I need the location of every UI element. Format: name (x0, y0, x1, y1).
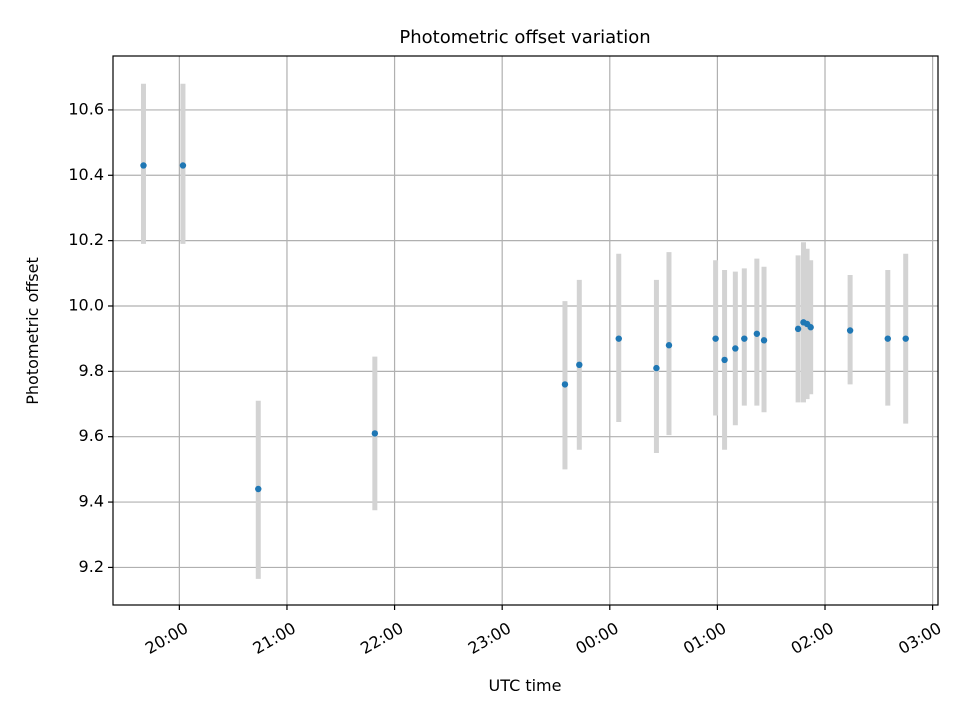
data-point (255, 485, 262, 493)
plot-frame (112, 55, 939, 606)
data-point (753, 330, 761, 337)
y-tick-label: 10.4 (68, 165, 104, 184)
data-point (140, 162, 147, 169)
y-tick-label: 10.6 (68, 99, 104, 118)
y-tick-label: 10.0 (68, 295, 104, 314)
data-point (712, 335, 719, 342)
data-point (653, 364, 660, 372)
data-point (615, 335, 622, 342)
y-tick-label: 9.4 (79, 492, 104, 511)
data-point (807, 324, 814, 331)
y-axis-label: Photometric offset (23, 257, 42, 405)
data-point (741, 335, 748, 342)
data-point (884, 335, 891, 342)
y-tick-label: 9.8 (79, 361, 104, 380)
data-point (561, 381, 569, 388)
data-point (665, 342, 673, 349)
y-tick-label: 9.2 (79, 557, 104, 576)
data-point (576, 361, 583, 369)
y-tick-label: 10.2 (68, 230, 104, 249)
chart-title: Photometric offset variation (399, 27, 650, 48)
data-point (794, 325, 802, 333)
data-point (371, 430, 379, 437)
y-tick-label: 9.6 (79, 426, 104, 445)
data-point (902, 335, 909, 342)
grid (113, 56, 938, 605)
data-point (179, 162, 187, 169)
data-point (760, 337, 768, 344)
y-axis: 9.2 9.4 9.6 9.8 10.0 10.2 10.4 10.6 (68, 99, 113, 576)
data-point (721, 356, 728, 364)
x-axis-label: UTC time (489, 676, 562, 695)
data-point (846, 327, 854, 334)
data-point (732, 345, 739, 352)
data-points (140, 162, 909, 493)
